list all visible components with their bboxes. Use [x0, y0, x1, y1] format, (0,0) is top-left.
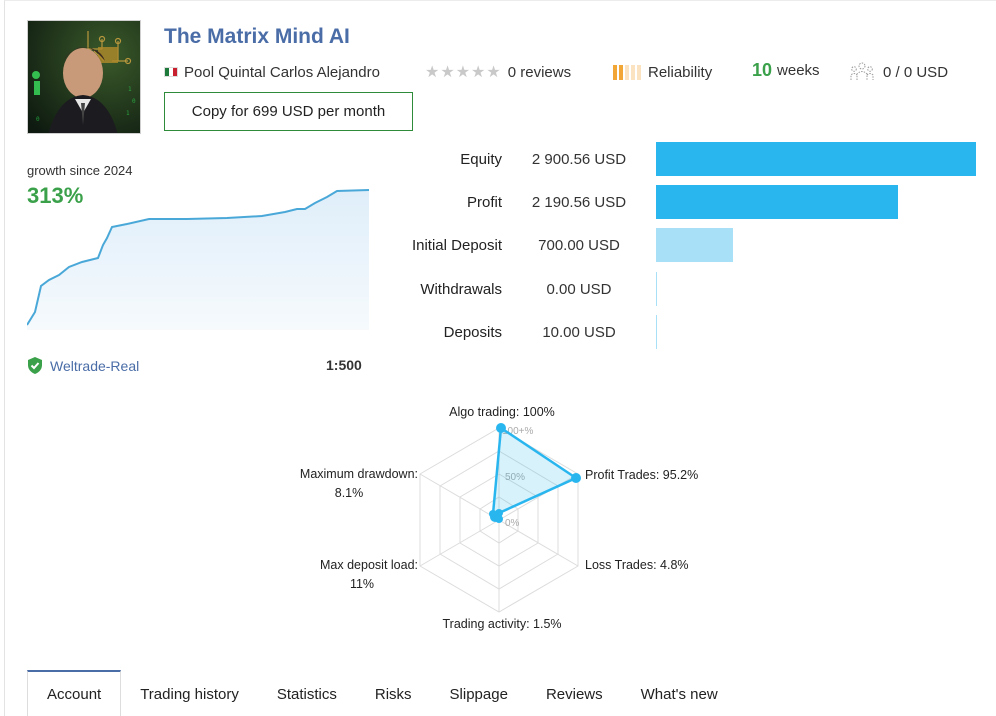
stat-label: Equity [460, 151, 502, 168]
stat-value: 10.00 USD [542, 324, 616, 341]
growth-line [27, 189, 369, 326]
svg-text:1: 1 [128, 86, 132, 93]
stat-value: 2 190.56 USD [531, 194, 627, 211]
growth-area [27, 190, 369, 330]
radar-label-profit: Profit Trades: 95.2% [585, 468, 698, 482]
mexico-flag-icon [164, 67, 178, 77]
broker-name[interactable]: Weltrade-Real [50, 357, 140, 374]
tab-statistics[interactable]: Statistics [276, 685, 337, 703]
stat-row-deposits: Deposits 10.00 USD [380, 315, 980, 351]
weeks-number: 10 [752, 59, 773, 80]
stat-bar [656, 185, 898, 219]
risk-radar-chart: 100+% 50% 0% Algo trading: 100% Profit T… [300, 405, 698, 631]
stat-value: 2 900.56 USD [531, 151, 627, 168]
reviews-rating[interactable]: ★★★★★ 0 reviews [425, 62, 571, 82]
reviews-count[interactable]: 0 reviews [507, 63, 572, 81]
growth-chart[interactable] [27, 180, 369, 330]
growth-label: growth since 2024 [27, 163, 133, 178]
stat-bar [656, 272, 657, 306]
reliability-bars-icon [613, 64, 641, 80]
stat-row-profit: Profit 2 190.56 USD [380, 185, 980, 221]
growth-value: 313% [27, 183, 84, 208]
stat-row-equity: Equity 2 900.56 USD [380, 142, 980, 178]
stat-label: Deposits [443, 324, 502, 341]
stat-bar [656, 315, 657, 349]
radar-label-algo: Algo trading: 100% [449, 405, 555, 419]
signal-age: 10 weeks [752, 60, 820, 80]
stat-value: 0.00 USD [546, 281, 612, 298]
tab-whats-new[interactable]: What's new [640, 685, 718, 703]
verified-shield-icon [28, 357, 42, 374]
radar-label-load-1: Max deposit load: [320, 558, 418, 572]
signal-tabs: Account Trading history Statistics Risks… [27, 670, 737, 716]
stat-label: Initial Deposit [411, 237, 502, 254]
stat-label: Profit [466, 194, 502, 211]
svg-text:0: 0 [132, 98, 136, 105]
tab-trading-history[interactable]: Trading history [140, 685, 239, 703]
stat-row-withdrawals: Withdrawals 0.00 USD [380, 272, 980, 308]
subscribers-value: 0 / 0 USD [883, 63, 949, 81]
tab-account[interactable]: Account [27, 670, 122, 716]
weeks-label: weeks [777, 61, 820, 79]
stat-bar [656, 228, 733, 262]
author-row[interactable]: Pool Quintal Carlos Alejandro [164, 62, 380, 82]
leverage-value: 1:500 [326, 357, 362, 373]
broker-link[interactable]: Weltrade-Real [27, 357, 139, 374]
radar-label-load-2: 11% [350, 577, 374, 591]
stat-row-initial-deposit: Initial Deposit 700.00 USD [380, 228, 980, 264]
signal-title[interactable]: The Matrix Mind AI [164, 25, 350, 48]
reliability-label: Reliability [648, 63, 713, 81]
radar-area [491, 425, 579, 522]
author-name[interactable]: Pool Quintal Carlos Alejandro [184, 63, 380, 81]
radar-label-loss: Loss Trades: 4.8% [585, 558, 689, 572]
copy-subscribe-button[interactable]: Copy for 699 USD per month [164, 92, 413, 131]
stat-bar [656, 142, 976, 176]
radar-tick-50: 50% [505, 472, 525, 483]
stat-label: Withdrawals [420, 281, 502, 298]
tab-risks[interactable]: Risks [374, 685, 412, 703]
subscribers-icon [850, 62, 874, 80]
radar-tick-100: 100+% [502, 426, 534, 437]
svg-text:1: 1 [126, 110, 130, 117]
radar-label-dd-2: 8.1% [335, 486, 364, 500]
radar-label-dd-1: Maximum drawdown: [300, 467, 418, 481]
reliability-indicator: Reliability [613, 62, 712, 82]
radar-label-activity: Trading activity: 1.5% [442, 617, 561, 631]
signal-panel [4, 0, 996, 716]
radar-tick-0: 0% [505, 518, 520, 529]
rating-stars-icon: ★★★★★ [425, 64, 502, 81]
subscribers-info: 0 / 0 USD [850, 62, 948, 82]
stat-value: 700.00 USD [538, 237, 620, 254]
radar-points [489, 423, 581, 523]
tab-reviews[interactable]: Reviews [545, 685, 603, 703]
svg-text:0: 0 [36, 116, 40, 123]
tab-slippage[interactable]: Slippage [449, 685, 508, 703]
